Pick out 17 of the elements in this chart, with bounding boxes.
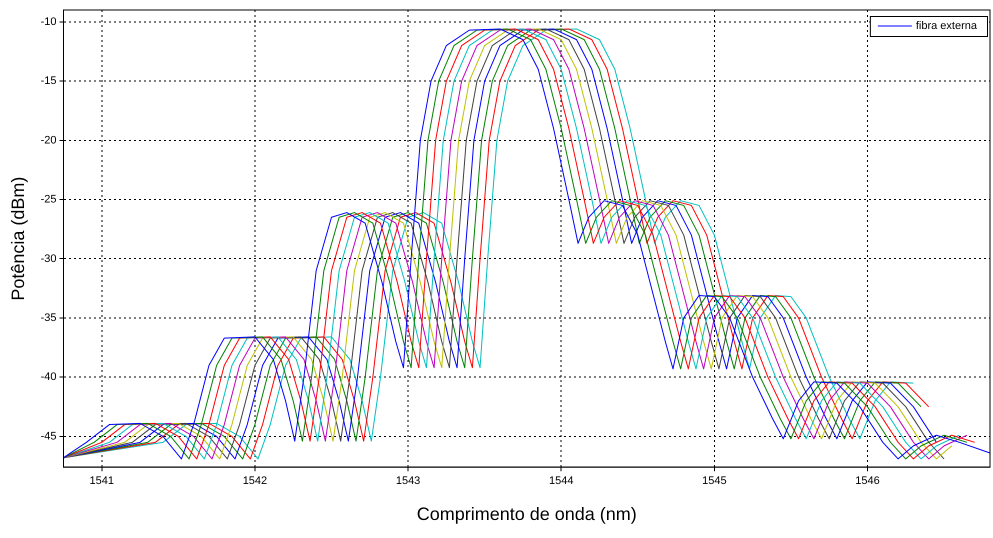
y-axis-title: Potência (dBm) xyxy=(8,176,28,301)
x-axis-title: Comprimento de onda (nm) xyxy=(416,504,637,524)
x-tick-label: 1543 xyxy=(396,474,420,487)
legend-label: fibra externa xyxy=(916,20,978,32)
y-tick-label: -25 xyxy=(40,194,56,206)
x-tick-label: 1544 xyxy=(548,474,574,487)
y-tick-label: -30 xyxy=(40,252,56,265)
y-tick-label: -10 xyxy=(40,16,56,28)
x-tick-label: 1541 xyxy=(90,474,114,487)
y-tick-label: -20 xyxy=(40,134,56,146)
x-tick-label: 1545 xyxy=(702,474,727,487)
y-tick-label: -45 xyxy=(40,430,56,442)
x-tick-label: 1542 xyxy=(242,474,268,487)
x-tick-label: 1546 xyxy=(855,474,880,487)
y-tick-label: -15 xyxy=(40,75,56,88)
y-tick-label: -35 xyxy=(40,312,56,324)
y-tick-label: -40 xyxy=(40,371,56,384)
